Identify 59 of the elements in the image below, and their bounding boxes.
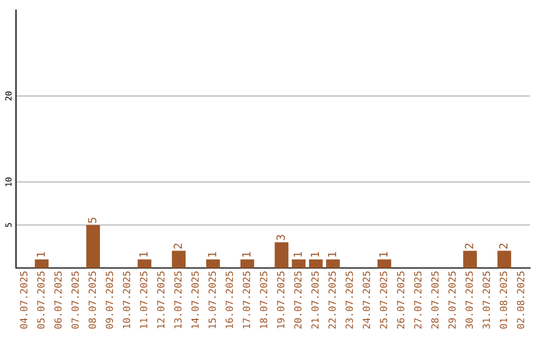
bar — [206, 259, 220, 268]
x-tick-label: 02.08.2025 — [516, 272, 524, 329]
x-tick-label: 11.07.2025 — [140, 272, 148, 328]
y-tick-label: 20 — [5, 92, 12, 100]
data-label: 1 — [379, 252, 388, 257]
x-tick-label: 08.07.2025 — [88, 272, 96, 329]
y-tick-label: 10 — [5, 178, 12, 186]
x-tick-label: 28.07.2025 — [431, 272, 439, 329]
x-tick-label: 18.07.2025 — [260, 272, 268, 328]
data-label: 1 — [328, 252, 336, 257]
x-tick-label: 09.07.2025 — [106, 272, 114, 329]
bar — [172, 250, 186, 268]
x-tick-label: 16.07.2025 — [226, 272, 234, 328]
data-label: 1 — [294, 252, 302, 257]
bar — [240, 259, 254, 268]
data-label: 1 — [36, 252, 45, 257]
data-label: 1 — [139, 252, 148, 257]
data-label: 2 — [174, 244, 182, 249]
x-tick-label: 27.07.2025 — [414, 272, 422, 329]
data-label: 3 — [276, 234, 285, 240]
data-label: 2 — [464, 244, 474, 249]
x-tick-label: 06.07.2025 — [54, 272, 62, 329]
x-tick-label: 07.07.2025 — [71, 272, 79, 329]
bar — [308, 259, 323, 268]
x-tick-label: 12.07.2025 — [157, 272, 164, 328]
bar — [292, 259, 306, 268]
data-label: 5 — [88, 218, 96, 223]
x-tick-label: 13.07.2025 — [174, 272, 182, 328]
bar — [497, 250, 512, 268]
bar — [378, 259, 392, 268]
bar — [326, 259, 340, 268]
x-tick-label: 30.07.2025 — [466, 272, 473, 329]
x-tick-label: 10.07.2025 — [122, 272, 130, 328]
x-tick-label: 01.08.2025 — [500, 272, 508, 329]
bar — [86, 225, 100, 268]
x-tick-label: 24.07.2025 — [362, 272, 370, 329]
x-tick-label: 15.07.2025 — [208, 272, 216, 328]
x-tick-label: 17.07.2025 — [242, 272, 250, 328]
x-tick-label: 04.07.2025 — [20, 272, 28, 329]
data-label: 2 — [499, 244, 508, 249]
bar — [463, 250, 477, 268]
x-tick-label: 19.07.2025 — [277, 272, 284, 328]
x-tick-label: 26.07.2025 — [396, 272, 404, 329]
x-tick-label: 21.07.2025 — [311, 272, 319, 329]
x-tick-label: 25.07.2025 — [380, 272, 388, 329]
x-tick-label: 29.07.2025 — [448, 272, 456, 329]
x-tick-label: 23.07.2025 — [346, 272, 353, 329]
x-tick-label: 22.07.2025 — [328, 272, 336, 329]
bar — [138, 259, 152, 268]
data-label: 1 — [310, 252, 319, 257]
data-label: 1 — [242, 252, 250, 257]
bar — [34, 259, 49, 268]
x-tick-label: 31.07.2025 — [482, 272, 490, 329]
bar — [274, 242, 288, 268]
data-label: 1 — [208, 252, 216, 257]
x-tick-label: 20.07.2025 — [294, 272, 302, 329]
y-tick-label: 5 — [5, 223, 12, 227]
x-tick-label: 05.07.2025 — [37, 272, 45, 329]
x-tick-label: 14.07.2025 — [191, 272, 199, 328]
